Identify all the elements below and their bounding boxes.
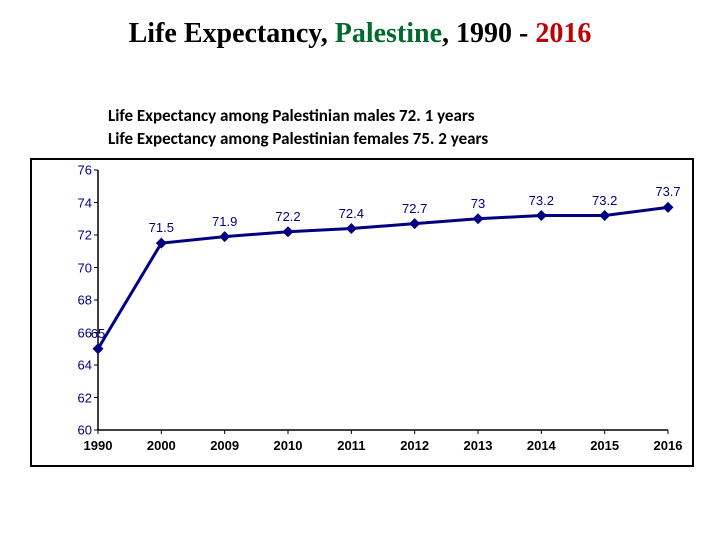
y-tick-label: 70 (68, 260, 92, 275)
chart-container: 60 62 64 66 68 70 72 74 76 1990 2000 2009 2010 2011 20… (30, 158, 694, 467)
x-tick-label: 2013 (464, 438, 493, 453)
chart-title: Life Expectancy, Palestine, 1990 - 2016 (0, 18, 720, 50)
title-part-3: , 1990 - (442, 18, 528, 49)
data-label: 72.2 (275, 209, 300, 224)
y-tick-label: 62 (68, 390, 92, 405)
data-label: 71.9 (212, 214, 237, 229)
subtitle-females: Life Expectancy among Palestinian female… (108, 128, 488, 149)
y-tick-label: 74 (68, 195, 92, 210)
x-tick-label: 1990 (84, 438, 113, 453)
y-tick-label: 64 (68, 358, 92, 373)
data-label: 73.2 (592, 193, 617, 208)
title-part-4: 2016 (535, 18, 591, 49)
y-tick-label: 66 (68, 325, 92, 340)
title-part-2: Palestine (335, 18, 442, 49)
x-tick-label: 2009 (210, 438, 239, 453)
x-tick-label: 2000 (147, 438, 176, 453)
x-tick-label: 2010 (274, 438, 303, 453)
line-chart-svg (78, 170, 678, 430)
x-tick-label: 2015 (590, 438, 619, 453)
subtitle-males: Life Expectancy among Palestinian males … (108, 105, 475, 126)
y-tick-label: 76 (68, 163, 92, 178)
x-tick-label: 2011 (337, 438, 365, 453)
title-part-1: Life Expectancy, (129, 18, 328, 49)
data-label: 73.2 (529, 193, 554, 208)
data-label: 73 (471, 196, 485, 211)
data-label: 72.7 (402, 201, 427, 216)
x-tick-label: 2012 (400, 438, 429, 453)
y-tick-label: 68 (68, 293, 92, 308)
data-label: 73.7 (655, 184, 680, 199)
x-tick-label: 2014 (527, 438, 556, 453)
data-label: 71.5 (149, 220, 174, 235)
data-label: 72.4 (339, 206, 364, 221)
y-tick-label: 60 (68, 423, 92, 438)
data-label: 65 (91, 326, 105, 341)
y-tick-label: 72 (68, 228, 92, 243)
x-tick-label: 2016 (654, 438, 683, 453)
plot-area: 6062646668707274761990200020092010201120… (78, 170, 678, 430)
